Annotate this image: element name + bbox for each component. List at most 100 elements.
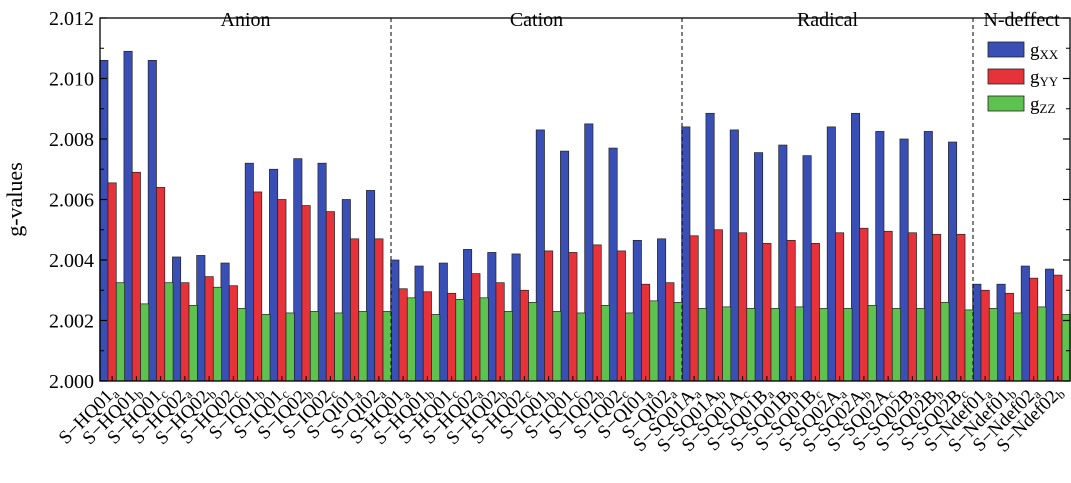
bar-yy-25 xyxy=(713,229,723,382)
bar-xx-10 xyxy=(341,199,351,382)
bar-zz-36 xyxy=(988,308,998,382)
x-axis: S−HQ01aS−HQ01bS−HQ01cS−HQ02aS−HQ02bS−HQ0… xyxy=(55,376,1068,456)
bar-zz-37 xyxy=(1013,312,1023,382)
bar-yy-24 xyxy=(689,235,699,382)
group-label: Radical xyxy=(797,9,859,31)
bar-zz-28 xyxy=(794,306,804,382)
bar-zz-11 xyxy=(382,311,392,382)
bar-zz-6 xyxy=(261,314,271,382)
bar-xx-32 xyxy=(875,131,885,382)
bar-yy-31 xyxy=(859,227,869,382)
bar-zz-22 xyxy=(649,300,659,382)
bar-xx-9 xyxy=(317,162,327,382)
bar-zz-39 xyxy=(1061,314,1071,382)
bar-yy-36 xyxy=(980,289,990,382)
bar-xx-30 xyxy=(826,126,836,382)
bar-zz-3 xyxy=(188,305,198,382)
bar-yy-6 xyxy=(253,191,263,382)
bar-yy-17 xyxy=(519,289,529,382)
y-tick-label: 2.004 xyxy=(49,250,94,272)
bar-zz-8 xyxy=(309,311,319,382)
legend-label-yy: gYY xyxy=(1030,67,1059,89)
bar-zz-14 xyxy=(455,298,465,382)
group-labels: Anion Cation Radical N-deffect xyxy=(221,9,1061,31)
bar-xx-33 xyxy=(899,138,909,382)
bar-xx-24 xyxy=(681,126,691,382)
y-tick-label: 2.000 xyxy=(49,371,94,393)
bar-yy-15 xyxy=(471,273,481,382)
bar-yy-11 xyxy=(374,238,384,382)
bar-xx-36 xyxy=(972,283,982,382)
bar-yy-37 xyxy=(1004,292,1014,382)
bar-zz-25 xyxy=(722,306,732,382)
legend-label-zz: gZZ xyxy=(1030,94,1055,116)
bar-yy-27 xyxy=(762,243,772,382)
bar-xx-29 xyxy=(802,155,812,382)
bar-yy-12 xyxy=(398,288,408,382)
bar-xx-14 xyxy=(438,262,448,382)
bar-yy-38 xyxy=(1029,277,1039,382)
bar-zz-31 xyxy=(867,305,877,382)
bars-layer xyxy=(99,50,1071,382)
bar-yy-20 xyxy=(592,244,602,382)
bar-zz-33 xyxy=(916,308,926,382)
bar-yy-1 xyxy=(131,171,141,382)
bar-yy-26 xyxy=(738,232,748,382)
bar-yy-34 xyxy=(932,233,942,382)
bar-xx-11 xyxy=(366,190,376,382)
bar-zz-13 xyxy=(431,314,441,382)
bar-yy-22 xyxy=(641,283,651,382)
legend-swatch-yy xyxy=(987,68,1025,85)
bar-xx-38 xyxy=(1020,265,1030,382)
bar-yy-18 xyxy=(544,250,554,382)
y-tick-label: 2.012 xyxy=(49,8,94,30)
bar-xx-7 xyxy=(269,168,279,382)
y-axis: 2.000 2.002 2.004 2.006 2.008 2.010 2.012 xyxy=(49,8,1070,393)
bar-zz-29 xyxy=(819,308,829,382)
bar-xx-34 xyxy=(923,131,933,382)
group-label: Anion xyxy=(221,9,271,31)
bar-zz-1 xyxy=(140,303,150,382)
legend-swatch-xx xyxy=(987,41,1025,58)
bar-xx-25 xyxy=(705,112,715,382)
bar-zz-26 xyxy=(746,308,756,382)
bar-zz-24 xyxy=(697,308,707,382)
bar-xx-27 xyxy=(754,152,764,382)
group-label: Cation xyxy=(510,9,563,31)
y-tick-label: 2.006 xyxy=(49,190,94,212)
y-tick-label: 2.002 xyxy=(49,311,94,333)
bar-zz-20 xyxy=(600,305,610,382)
bar-yy-19 xyxy=(568,252,578,382)
bar-zz-10 xyxy=(358,311,368,382)
bar-yy-33 xyxy=(907,232,917,382)
y-tick-label: 2.010 xyxy=(49,69,94,91)
bar-zz-27 xyxy=(770,308,780,382)
bar-yy-23 xyxy=(665,282,675,382)
bar-zz-9 xyxy=(334,312,344,382)
bar-xx-1 xyxy=(123,50,133,382)
bar-zz-18 xyxy=(552,311,562,382)
bar-xx-17 xyxy=(511,253,521,382)
y-tick-label: 2.008 xyxy=(49,129,94,151)
bar-xx-37 xyxy=(996,283,1006,382)
bar-yy-14 xyxy=(447,292,457,382)
bar-xx-18 xyxy=(535,129,545,382)
bar-yy-28 xyxy=(786,239,796,382)
bar-xx-5 xyxy=(220,262,230,382)
bar-xx-15 xyxy=(463,249,473,382)
bar-xx-31 xyxy=(851,112,861,382)
bar-zz-15 xyxy=(479,297,489,382)
bar-yy-8 xyxy=(301,205,311,382)
bar-zz-21 xyxy=(625,312,635,382)
bar-xx-21 xyxy=(608,147,618,382)
bar-yy-3 xyxy=(180,282,190,382)
bar-xx-2 xyxy=(147,59,157,382)
bar-yy-13 xyxy=(422,291,432,382)
bar-yy-4 xyxy=(204,276,214,382)
bar-xx-26 xyxy=(729,129,739,382)
legend: gXX gYY gZZ xyxy=(987,40,1059,116)
bar-zz-16 xyxy=(503,311,513,382)
legend-label-xx: gXX xyxy=(1030,40,1059,62)
bar-zz-38 xyxy=(1037,306,1047,382)
